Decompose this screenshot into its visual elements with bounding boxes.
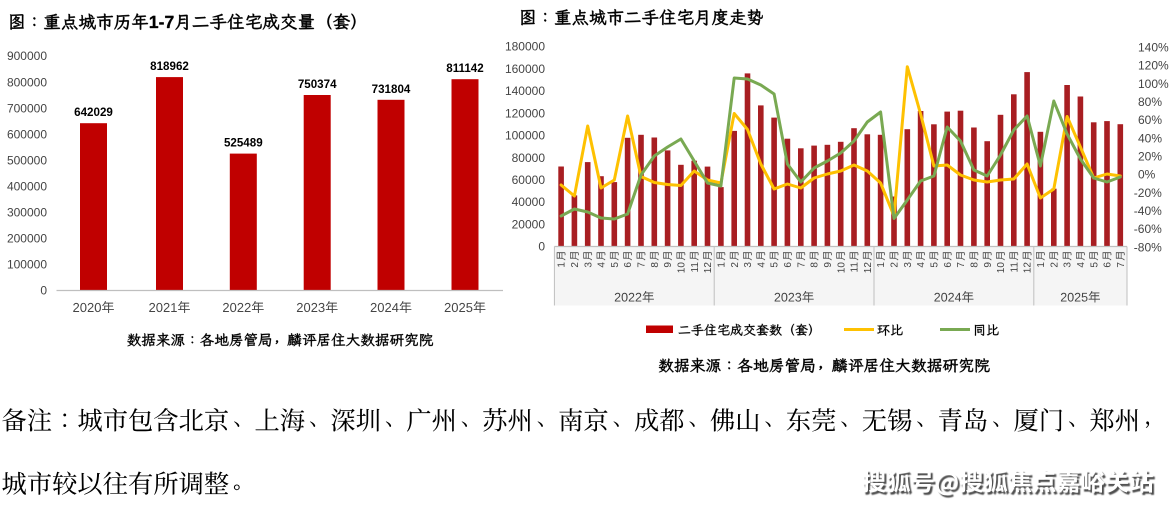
svg-text:-20%: -20% <box>1134 186 1162 200</box>
svg-text:7: 7 <box>637 262 648 268</box>
svg-text:642029: 642029 <box>74 106 113 119</box>
svg-text:1: 1 <box>557 262 568 268</box>
svg-text:-60%: -60% <box>1134 222 1162 236</box>
svg-text:2: 2 <box>890 262 901 268</box>
svg-text:12: 12 <box>1023 262 1034 274</box>
svg-text:100000: 100000 <box>505 129 545 143</box>
svg-text:60%: 60% <box>1138 113 1162 127</box>
svg-text:100%: 100% <box>1138 77 1169 91</box>
svg-text:20%: 20% <box>1138 150 1162 164</box>
svg-text:180000: 180000 <box>505 40 545 54</box>
svg-text:20000: 20000 <box>512 218 546 232</box>
svg-text:400000: 400000 <box>7 180 47 194</box>
svg-text:0: 0 <box>40 284 47 298</box>
svg-text:120000: 120000 <box>505 106 545 120</box>
svg-text:811142: 811142 <box>446 62 483 75</box>
svg-text:3: 3 <box>583 262 594 268</box>
svg-text:7: 7 <box>956 262 967 268</box>
svg-text:5: 5 <box>610 262 621 268</box>
svg-text:11: 11 <box>1009 262 1020 273</box>
svg-text:6: 6 <box>783 262 794 268</box>
svg-text:9: 9 <box>663 262 674 268</box>
svg-text:6: 6 <box>1103 262 1114 268</box>
svg-text:5: 5 <box>1089 262 1100 268</box>
svg-text:700000: 700000 <box>7 101 47 115</box>
svg-text:525489: 525489 <box>224 137 263 150</box>
svg-text:1: 1 <box>876 262 887 268</box>
svg-text:3: 3 <box>903 262 914 268</box>
svg-text:7: 7 <box>796 262 807 268</box>
svg-text:800000: 800000 <box>7 75 47 89</box>
svg-text:8: 8 <box>650 262 661 268</box>
svg-text:6: 6 <box>623 262 634 268</box>
svg-text:3: 3 <box>743 262 754 268</box>
svg-text:80%: 80% <box>1138 95 1162 109</box>
svg-text:0%: 0% <box>1138 168 1156 182</box>
svg-text:9: 9 <box>823 262 834 268</box>
svg-text:600000: 600000 <box>7 127 47 141</box>
svg-text:200000: 200000 <box>7 232 47 246</box>
svg-text:0: 0 <box>538 240 545 254</box>
svg-text:7: 7 <box>1116 262 1127 268</box>
svg-text:2: 2 <box>570 262 581 268</box>
svg-text:4: 4 <box>597 262 608 268</box>
svg-text:11: 11 <box>850 262 861 273</box>
svg-text:40%: 40% <box>1138 131 1162 145</box>
svg-text:2: 2 <box>730 262 741 268</box>
svg-text:11: 11 <box>690 262 701 273</box>
svg-text:120%: 120% <box>1138 59 1169 73</box>
svg-text:731804: 731804 <box>372 83 411 96</box>
svg-text:10: 10 <box>836 262 847 274</box>
svg-text:6: 6 <box>943 262 954 268</box>
svg-text:160000: 160000 <box>505 62 545 76</box>
svg-text:818962: 818962 <box>150 60 189 73</box>
svg-text:9: 9 <box>983 262 994 268</box>
svg-text:300000: 300000 <box>7 206 47 220</box>
svg-text:-40%: -40% <box>1134 204 1162 218</box>
svg-text:2: 2 <box>1049 262 1060 268</box>
svg-text:4: 4 <box>1076 262 1087 268</box>
svg-text:12: 12 <box>863 262 874 274</box>
svg-text:8: 8 <box>810 262 821 268</box>
svg-text:140000: 140000 <box>505 84 545 98</box>
svg-text:4: 4 <box>916 262 927 268</box>
svg-text:-80%: -80% <box>1134 240 1162 254</box>
svg-text:900000: 900000 <box>7 49 47 63</box>
svg-text:100000: 100000 <box>7 258 47 272</box>
svg-text:10: 10 <box>996 262 1007 274</box>
svg-text:5: 5 <box>930 262 941 268</box>
svg-text:80000: 80000 <box>512 151 546 165</box>
svg-text:3: 3 <box>1063 262 1074 268</box>
svg-text:40000: 40000 <box>512 195 546 209</box>
svg-text:1: 1 <box>717 262 728 268</box>
svg-text:500000: 500000 <box>7 153 47 167</box>
svg-text:8: 8 <box>970 262 981 268</box>
svg-text:750374: 750374 <box>298 78 337 91</box>
svg-text:1: 1 <box>1036 262 1047 268</box>
svg-text:140%: 140% <box>1138 40 1169 54</box>
svg-text:10: 10 <box>677 262 688 274</box>
svg-text:4: 4 <box>756 262 767 268</box>
svg-text:12: 12 <box>703 262 714 274</box>
svg-text:60000: 60000 <box>512 173 546 187</box>
svg-text:5: 5 <box>770 262 781 268</box>
